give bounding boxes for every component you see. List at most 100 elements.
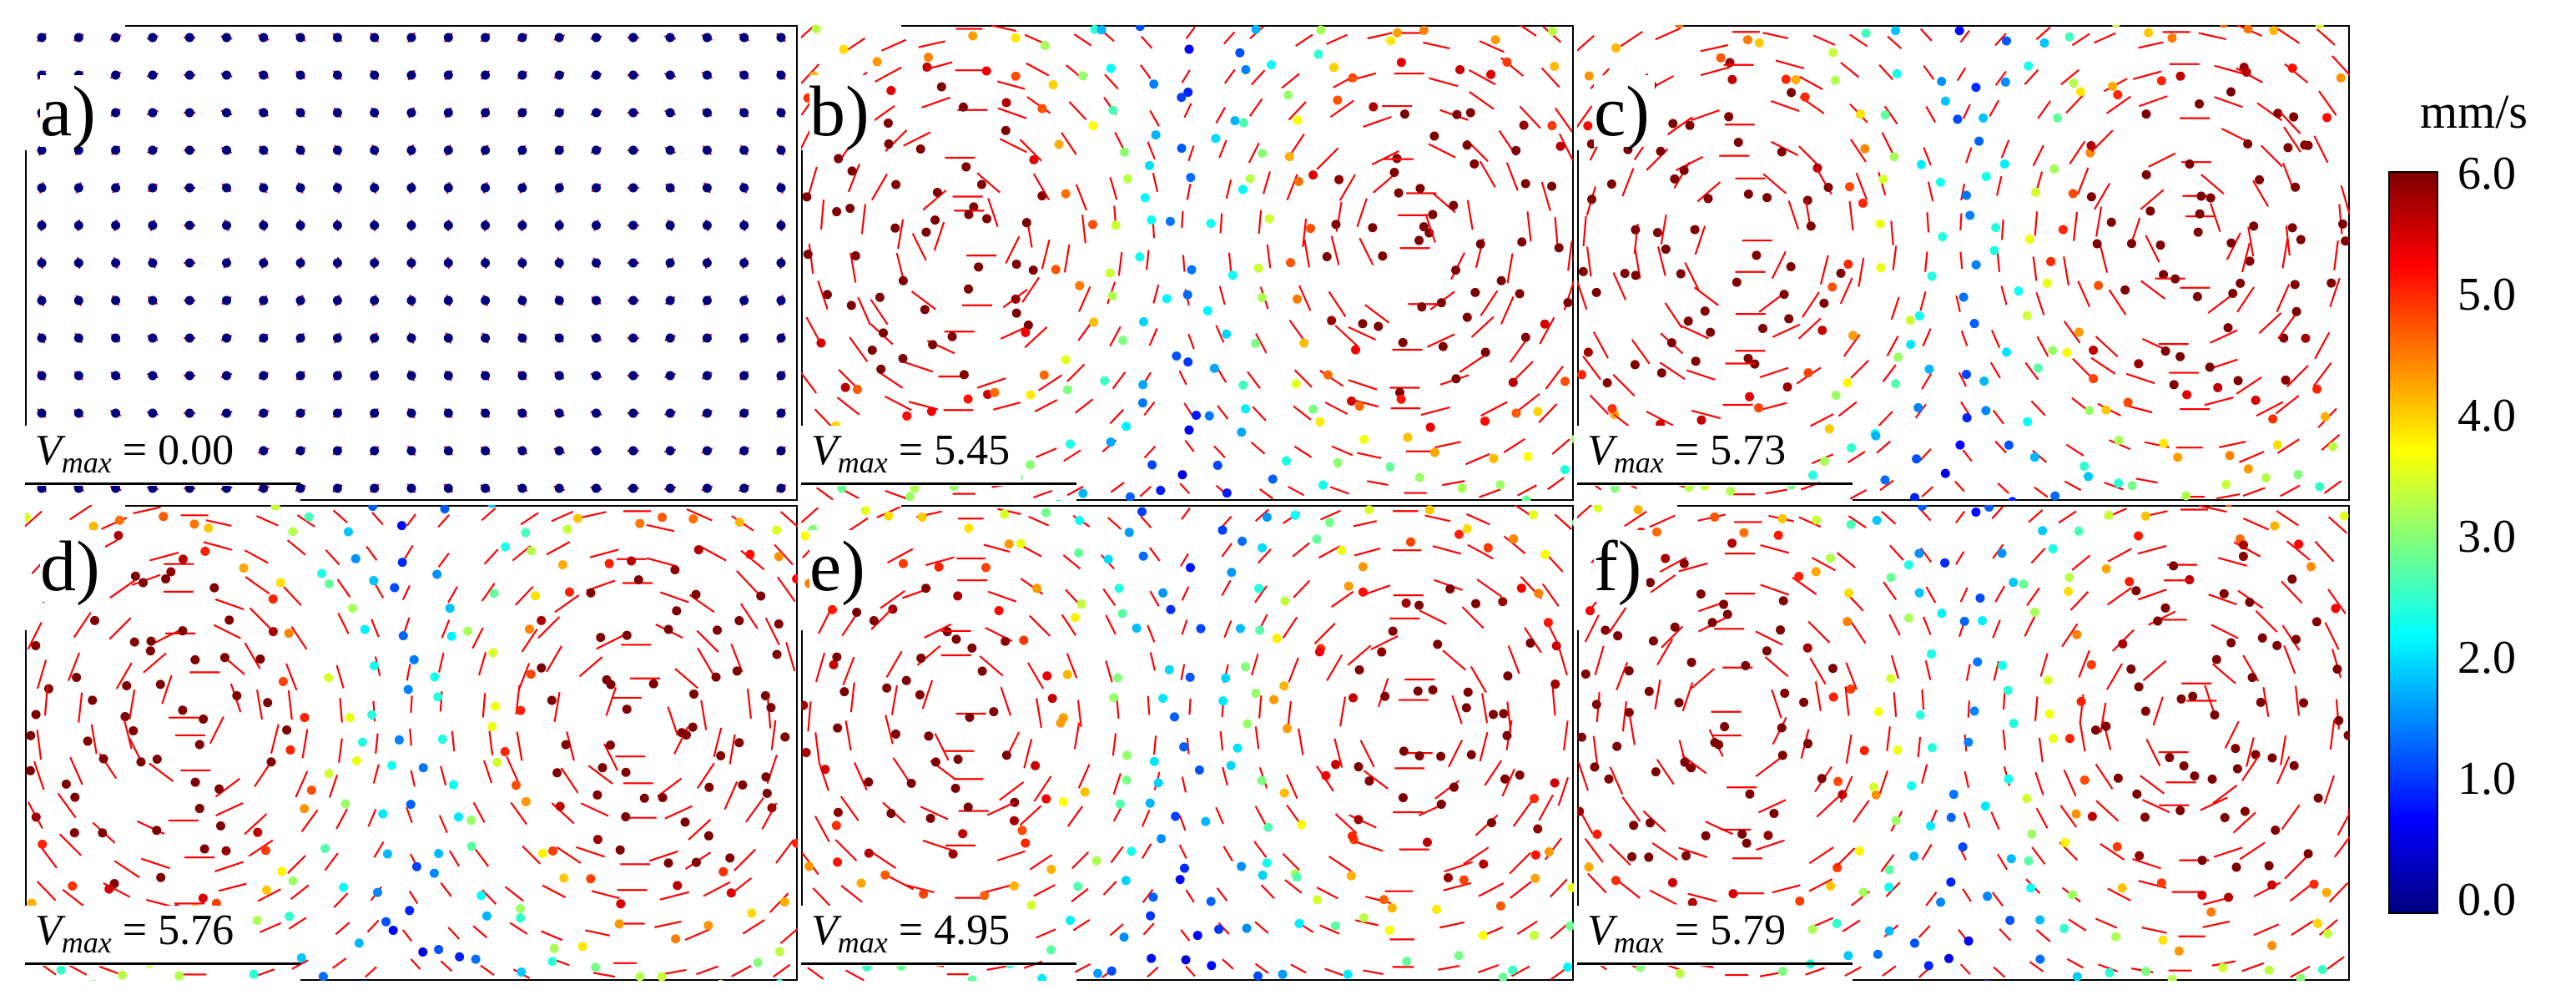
particle-dot	[628, 220, 638, 230]
velocity-arrow	[1247, 371, 1261, 389]
particle-dot	[2173, 452, 2183, 462]
velocity-arrow	[1303, 239, 1310, 268]
velocity-arrow	[1109, 177, 1118, 200]
velocity-arrow	[2132, 70, 2162, 80]
velocity-arrow	[488, 730, 494, 755]
particle-dot	[1243, 719, 1253, 729]
velocity-arrow	[1027, 662, 1045, 689]
velocity-arrow	[2324, 622, 2340, 650]
particle-dot	[1560, 465, 1570, 475]
particle-dot	[1680, 757, 1690, 767]
particle-dot	[148, 408, 158, 418]
velocity-arrow	[437, 514, 450, 528]
velocity-arrow	[2031, 846, 2046, 866]
particle-dot	[111, 258, 121, 268]
particle-dot	[554, 183, 564, 193]
particle-dot	[2131, 586, 2141, 596]
velocity-arrow	[2316, 28, 2336, 46]
velocity-arrow	[295, 770, 309, 798]
particle-dot	[2156, 76, 2166, 86]
velocity-arrow	[2095, 336, 2119, 358]
velocity-arrow	[807, 166, 818, 196]
particle-dot	[702, 183, 712, 193]
velocity-arrow	[1152, 284, 1160, 304]
particle-dot	[1999, 159, 2009, 169]
particle-dot	[2000, 77, 2010, 87]
velocity-arrow	[870, 607, 894, 630]
velocity-arrow	[805, 316, 822, 345]
velocity-arrow	[2199, 505, 2227, 513]
particle-dot	[481, 333, 491, 343]
particle-dot	[1903, 560, 1913, 570]
velocity-arrow	[1061, 614, 1077, 636]
velocity-arrow	[1439, 921, 1465, 929]
particle-dot	[448, 780, 458, 790]
particle-dot	[2160, 603, 2170, 613]
particle-dot	[592, 483, 601, 493]
velocity-arrow	[1181, 508, 1191, 520]
velocity-arrow	[1178, 844, 1187, 859]
velocity-arrow	[1997, 482, 2010, 494]
particle-dot	[2048, 346, 2058, 356]
velocity-arrow	[1960, 183, 1966, 201]
particle-dot	[1011, 308, 1021, 318]
velocity-arrow	[1921, 373, 1933, 390]
particle-dot	[1827, 282, 1837, 292]
particle-dot	[2123, 397, 2133, 407]
velocity-arrow	[506, 755, 520, 784]
velocity-arrow	[1423, 41, 1450, 50]
particle-dot	[481, 108, 491, 118]
velocity-arrow	[2024, 615, 2036, 637]
particle-dot	[1235, 624, 1245, 634]
particle-dot	[2074, 327, 2084, 337]
particle-dot	[1354, 815, 1364, 825]
particle-dot	[471, 954, 481, 964]
particle-dot	[922, 62, 932, 72]
particle-dot	[1777, 967, 1787, 977]
particle-dot	[1567, 882, 1574, 892]
particle-dot	[2114, 435, 2124, 445]
particle-dot	[1591, 700, 1601, 710]
particle-dot	[521, 796, 531, 806]
particle-dot	[1166, 604, 1176, 614]
particle-dot	[211, 898, 221, 908]
velocity-arrow	[1686, 369, 1716, 381]
velocity-arrow	[551, 510, 574, 523]
particle-dot	[702, 70, 712, 80]
velocity-arrow	[818, 761, 829, 791]
velocity-arrow	[1444, 861, 1474, 873]
velocity-arrow	[2060, 68, 2080, 86]
velocity-arrow	[1062, 554, 1081, 570]
particle-dot	[1181, 955, 1191, 965]
velocity-arrow	[2276, 438, 2300, 454]
particle-dot	[1577, 370, 1587, 380]
particle-dot	[350, 553, 360, 563]
velocity-arrow	[2233, 541, 2261, 558]
velocity-arrow	[1959, 963, 1971, 975]
particle-dot	[406, 220, 416, 230]
particle-dot	[1156, 485, 1166, 495]
particle-dot	[259, 70, 269, 80]
particle-dot	[776, 333, 786, 343]
velocity-arrow	[332, 509, 348, 523]
particle-dot	[25, 513, 31, 523]
particle-dot	[1675, 25, 1684, 29]
velocity-arrow	[1288, 485, 1305, 497]
particle-dot	[1679, 558, 1689, 568]
particle-dot	[2086, 140, 2096, 150]
particle-dot	[628, 108, 638, 118]
velocity-arrow	[1810, 413, 1834, 427]
velocity-arrow	[1759, 971, 1782, 977]
particle-dot	[2313, 793, 2323, 803]
velocity-arrow	[2137, 544, 2167, 555]
velocity-arrow	[654, 920, 682, 928]
particle-dot	[2245, 256, 2255, 266]
particle-dot	[2206, 907, 2216, 917]
velocity-arrow	[2246, 737, 2255, 767]
particle-dot	[1209, 363, 1219, 373]
velocity-arrow	[1621, 701, 1628, 732]
velocity-arrow	[2063, 256, 2070, 285]
velocity-arrow	[1187, 145, 1195, 162]
velocity-arrow	[1992, 619, 2001, 639]
particle-dot	[2068, 189, 2078, 199]
